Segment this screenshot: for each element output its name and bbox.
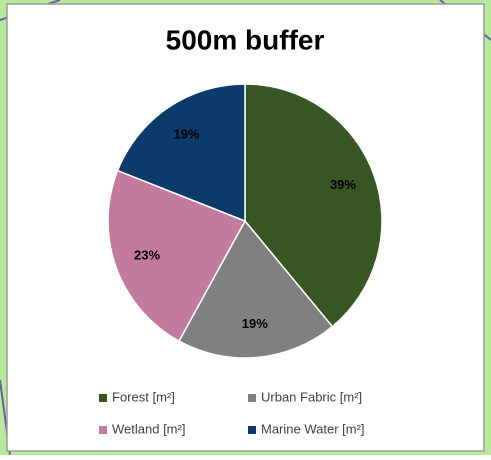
- legend-swatch: [248, 394, 256, 402]
- pie-slice: [116, 83, 246, 223]
- legend-swatch: [99, 394, 107, 402]
- legend-label: Forest [m²]: [112, 389, 175, 404]
- data-label: 19%: [242, 316, 268, 331]
- data-label: 19%: [173, 126, 199, 141]
- chart-title: 500m buffer: [166, 24, 325, 55]
- legend-label: Wetland [m²]: [112, 421, 185, 436]
- data-label: 39%: [330, 177, 356, 192]
- pie-slice: [107, 169, 247, 343]
- pie-slice: [244, 83, 383, 328]
- legend-label: Marine Water [m²]: [261, 421, 365, 436]
- legend-swatch: [99, 426, 107, 434]
- pie-slice: [177, 219, 334, 359]
- data-label: 23%: [134, 248, 160, 263]
- legend-swatch: [248, 426, 256, 434]
- legend-label: Urban Fabric [m²]: [261, 389, 362, 404]
